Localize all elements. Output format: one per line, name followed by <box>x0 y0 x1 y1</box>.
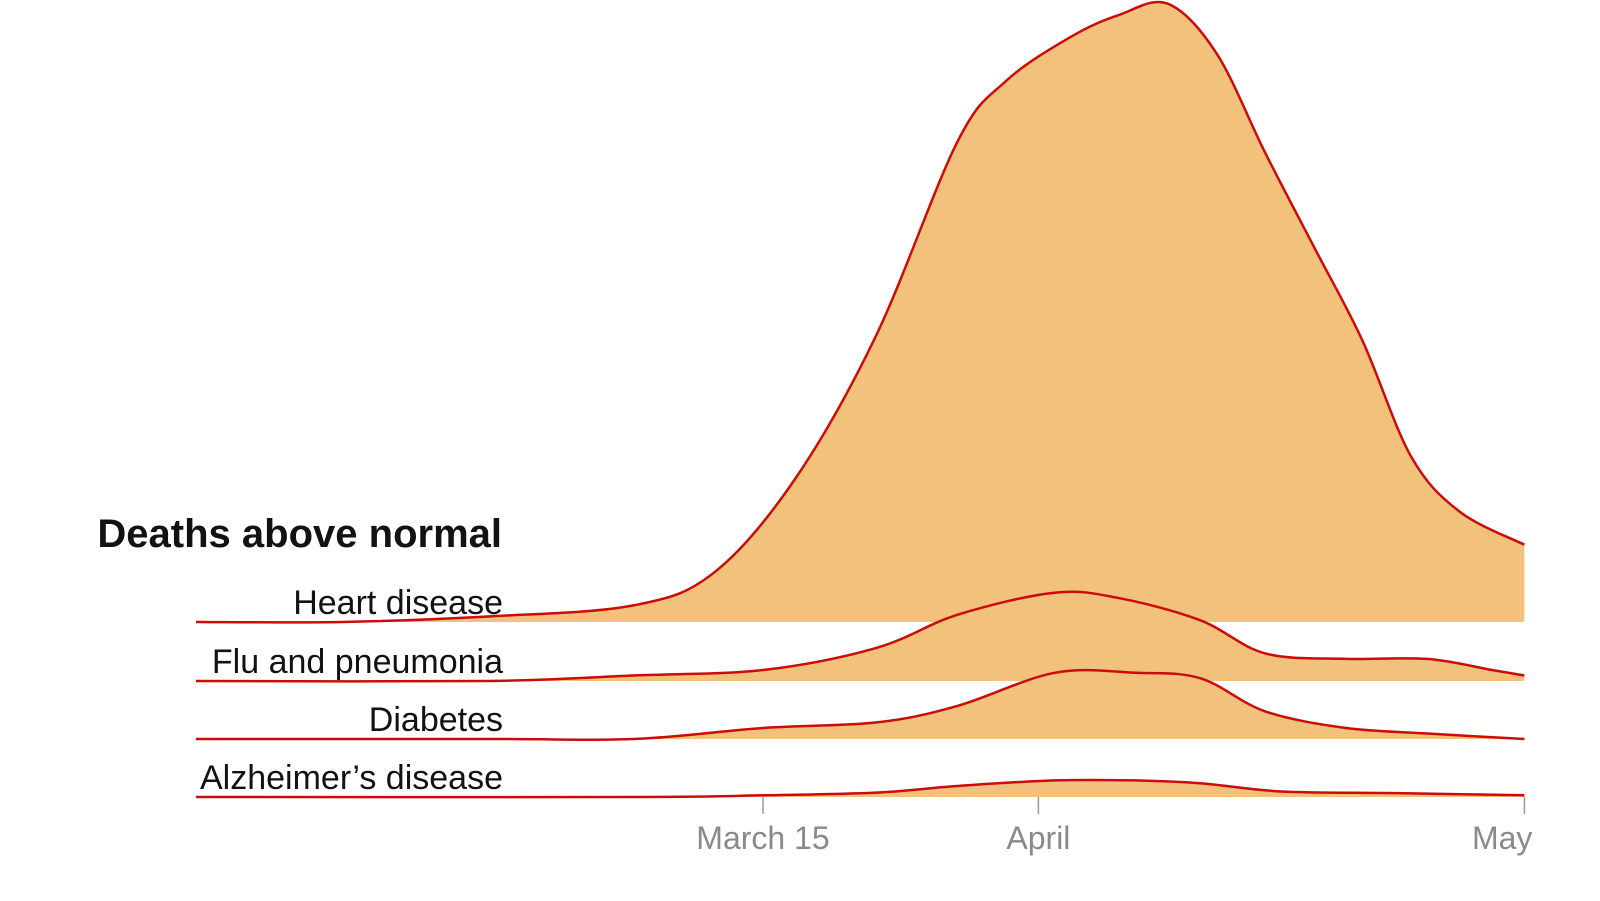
row-label-2: Flu and pneumonia <box>212 643 503 681</box>
x-tick-label-1: March 15 <box>696 820 829 856</box>
ridge-line-4 <box>195 778 1525 799</box>
ridge-line-1 <box>195 0 1525 624</box>
chart-title: Deaths above normal <box>97 512 502 556</box>
row-label-3: Diabetes <box>369 701 503 739</box>
row-label-1: Heart disease <box>293 584 503 622</box>
ridge-area-1 <box>196 1 1525 623</box>
ridge-area-2 <box>196 591 1525 682</box>
x-tick-label-3: May <box>1472 820 1532 856</box>
ridge-area-3 <box>196 670 1525 740</box>
x-axis: March 15 April May <box>696 797 1532 856</box>
ridge-group <box>195 0 1525 799</box>
row-label-4: Alzheimer’s disease <box>200 759 503 797</box>
ridge-area-4 <box>196 779 1525 798</box>
x-tick-label-2: April <box>1006 820 1070 856</box>
row-label-group: Heart disease Flu and pneumonia Diabetes Al… <box>200 584 503 797</box>
ridge-line-2 <box>195 590 1525 683</box>
ridge-line-3 <box>196 668 1525 742</box>
